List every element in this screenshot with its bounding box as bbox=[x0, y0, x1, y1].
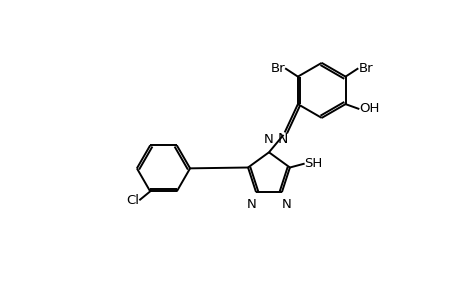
Text: N: N bbox=[263, 133, 273, 146]
Text: Cl: Cl bbox=[126, 194, 139, 207]
Text: SH: SH bbox=[304, 157, 322, 170]
Text: Br: Br bbox=[358, 62, 372, 75]
Text: N: N bbox=[281, 198, 291, 211]
Text: Br: Br bbox=[270, 62, 285, 75]
Text: OH: OH bbox=[358, 102, 379, 115]
Text: N: N bbox=[277, 132, 287, 146]
Text: N: N bbox=[246, 198, 256, 211]
